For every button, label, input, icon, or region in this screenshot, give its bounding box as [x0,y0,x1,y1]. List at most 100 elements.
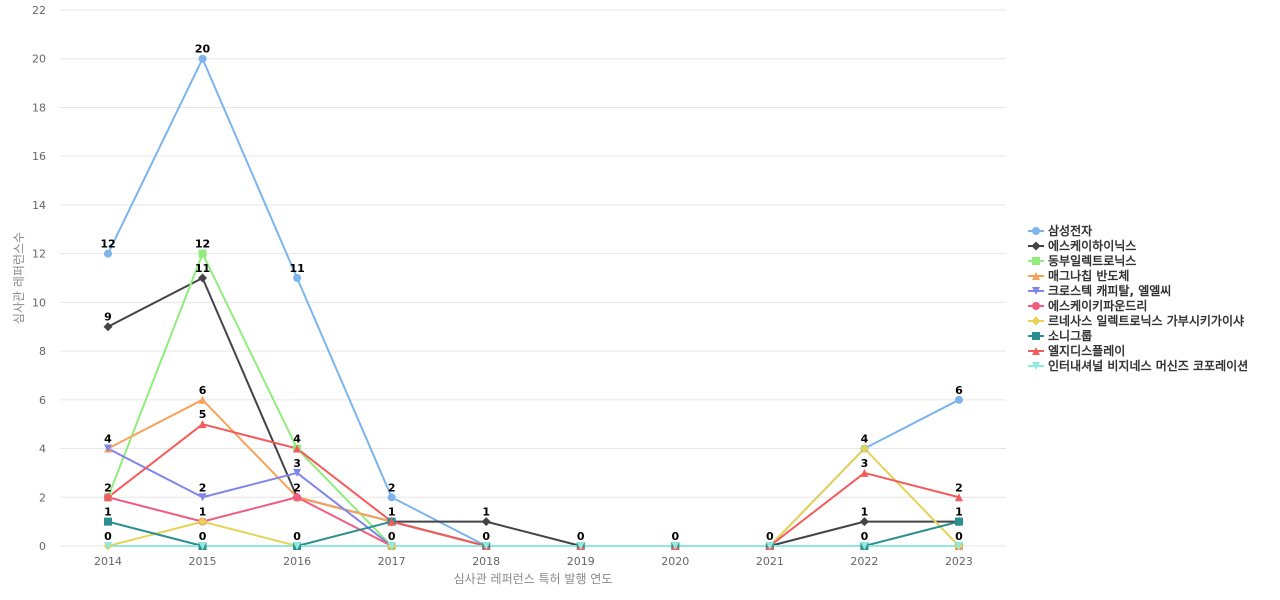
legend-item[interactable]: 소니그룹 [1028,328,1092,343]
data-point [198,493,207,502]
y-axis-ticks: 0 2 4 6 8 10 12 14 16 18 20 22 [32,4,46,553]
data-point [198,517,208,527]
data-label: 2 [104,481,112,494]
legend-marker [1032,272,1040,280]
legend-label: 삼성전자 [1048,223,1092,238]
series-line-8 [107,423,960,547]
y-tick-label: 14 [32,199,46,212]
data-point [104,493,112,502]
data-label: 2 [388,481,396,494]
legend-label: 에스케이하이닉스 [1048,238,1136,253]
data-point [293,444,302,453]
legend-label: 르네사스 일렉트로닉스 가부시키가이샤 [1048,313,1244,328]
data-point [387,493,396,502]
grid-lines [60,9,1006,547]
legend-label: 매그나칩 반도체 [1048,268,1129,283]
data-point [671,542,680,550]
data-point [293,493,302,502]
y-tick-label: 10 [32,296,46,309]
x-tick-label: 2019 [567,555,595,568]
data-label: 0 [671,530,679,543]
y-tick-label: 18 [32,101,46,114]
x-tick-label: 2017 [378,555,406,568]
x-tick-label: 2014 [94,555,122,568]
data-label: 4 [104,433,112,446]
data-label: 6 [955,384,963,397]
data-point [198,54,207,63]
data-label: 1 [199,506,207,519]
data-point [104,444,112,453]
y-axis-title: 심사관 레퍼런스수 [12,232,26,324]
data-label: 2 [955,481,963,494]
data-label: 0 [766,530,774,543]
y-tick-label: 6 [39,394,46,407]
data-point [104,542,112,550]
legend-marker [1032,257,1040,265]
data-label: 0 [482,530,490,543]
data-label: 0 [293,530,301,543]
data-label: 5 [199,408,207,421]
data-point [860,468,869,477]
data-point [198,273,208,283]
series-markers [103,54,964,551]
x-tick-label: 2021 [756,555,784,568]
data-label: 11 [195,262,210,275]
data-point [576,542,585,550]
data-label: 3 [293,457,301,470]
legend-marker [1031,241,1041,251]
legend-item[interactable]: 엘지디스플레이 [1028,343,1125,358]
legend-marker [1032,227,1040,235]
data-point [859,444,869,454]
legend-marker [1032,287,1040,295]
data-label: 3 [861,457,869,470]
data-label: 1 [861,506,869,519]
data-label: 1 [104,506,112,519]
legend-item[interactable]: 에스케이하이닉스 [1028,238,1136,253]
data-point [387,517,396,526]
data-point [954,542,963,550]
y-tick-label: 8 [39,345,46,358]
x-tick-label: 2018 [472,555,500,568]
data-point [198,249,207,258]
legend-item[interactable]: 에스케이키파운드리 [1028,298,1147,313]
x-axis-ticks: 2014 2015 2016 2017 2018 2019 2020 2021 2022 2023 [94,555,973,568]
data-label: 0 [104,530,112,543]
data-label: 11 [289,262,304,275]
x-tick-label: 2020 [661,555,689,568]
legend-marker [1032,302,1040,310]
data-label: 2 [293,481,301,494]
data-point [765,542,774,550]
data-point [954,395,963,404]
legend-marker [1032,347,1040,355]
data-label: 4 [861,433,869,446]
legend-item[interactable]: 크로스텍 캐피탈, 엘엘씨 [1028,283,1171,298]
data-label: 0 [861,530,869,543]
data-label: 12 [100,238,115,251]
data-point [104,517,112,526]
legend-item[interactable]: 르네사스 일렉트로닉스 가부시키가이샤 [1028,313,1244,328]
data-point [954,517,963,526]
data-label: 0 [388,530,396,543]
data-point [293,542,302,550]
data-point [482,542,491,550]
data-label: 0 [199,530,207,543]
y-tick-label: 16 [32,150,46,163]
data-point [198,542,207,550]
series-line-3 [107,398,959,547]
legend-item[interactable]: 매그나칩 반도체 [1028,268,1129,283]
data-label: 20 [195,43,211,56]
x-tick-label: 2015 [189,555,217,568]
legend-item[interactable]: 동부일렉트로닉스 [1028,253,1136,268]
legend-marker [1032,362,1040,370]
data-label: 0 [577,530,585,543]
legend-item[interactable]: 인터내셔널 비지네스 머신즈 코포레이션 [1028,358,1248,373]
y-tick-label: 20 [32,53,46,66]
x-tick-label: 2023 [945,555,973,568]
data-point [293,468,302,477]
legend-label: 소니그룹 [1048,328,1092,343]
data-point [293,274,302,282]
series-line-5 [107,496,959,547]
legend-item[interactable]: 삼성전자 [1028,223,1092,238]
